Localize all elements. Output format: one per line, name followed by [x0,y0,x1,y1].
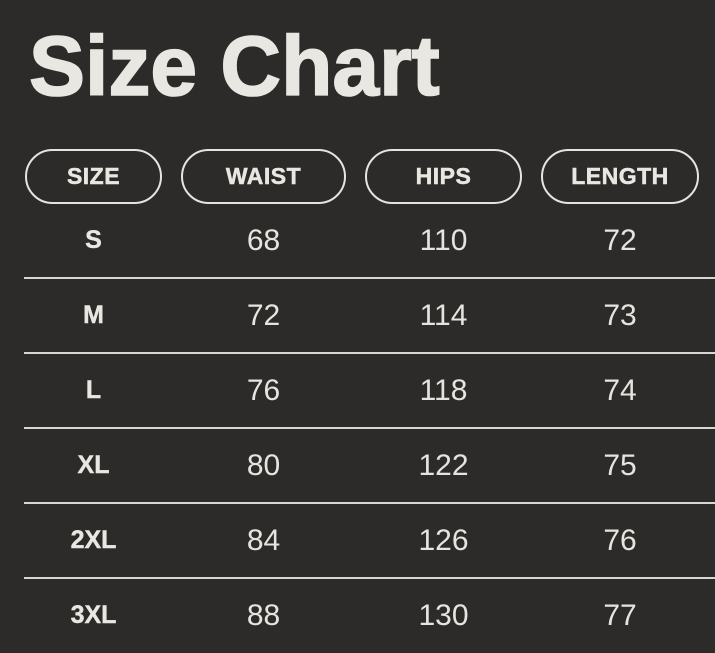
waist-cell: 84 [246,523,281,557]
row-divider [24,352,715,354]
column-header-label: LENGTH [571,163,669,190]
size-cell: 3XL [70,601,117,629]
length-cell: 73 [603,298,637,332]
hips-cell: 118 [419,373,468,407]
hips-cell: 130 [418,598,469,632]
waist-cell: 68 [246,223,281,257]
column-header-pill-size: SIZE [25,149,162,204]
column-header-pill-hips: HIPS [365,149,522,204]
hips-cell: 114 [419,298,468,332]
column-header-pill-length: LENGTH [541,149,699,204]
table-row-m: M 72 114 73 [0,279,715,352]
waist-cell: 88 [246,598,281,632]
page-title: Size Chart [28,19,440,113]
size-cell: 2XL [70,526,117,554]
waist-cell: 76 [246,373,281,407]
waist-cell: 72 [246,298,281,332]
length-cell: 74 [603,373,637,407]
hips-cell: 122 [418,448,469,482]
table-row-2xl: 2XL 84 126 76 [0,504,715,577]
hips-cell: 126 [418,523,469,557]
column-header-label: WAIST [225,163,302,190]
length-cell: 75 [603,448,637,482]
waist-cell: 80 [246,448,281,482]
table-header-row: SIZE WAIST HIPS LENGTH [0,149,715,204]
table-row-s: S 68 110 72 [0,204,715,277]
length-cell: 72 [603,223,637,257]
column-header-pill-waist: WAIST [181,149,346,204]
table-row-xl: XL 80 122 75 [0,429,715,502]
row-divider [24,277,715,279]
hips-cell: 110 [419,223,468,257]
column-header-label: SIZE [66,163,121,190]
row-divider [24,577,715,579]
table-row-l: L 76 118 74 [0,354,715,427]
row-divider [24,427,715,429]
size-cell: XL [77,451,110,479]
size-cell: S [85,226,102,254]
size-chart-panel: Size Chart SIZE WAIST HIPS LENGTH S 68 1… [0,19,715,652]
length-cell: 77 [603,598,637,632]
size-cell: L [85,376,102,404]
size-cell: M [83,301,104,329]
column-header-label: HIPS [415,163,472,190]
table-row-3xl: 3XL 88 130 77 [0,579,715,652]
row-divider [24,502,715,504]
length-cell: 76 [603,523,637,557]
